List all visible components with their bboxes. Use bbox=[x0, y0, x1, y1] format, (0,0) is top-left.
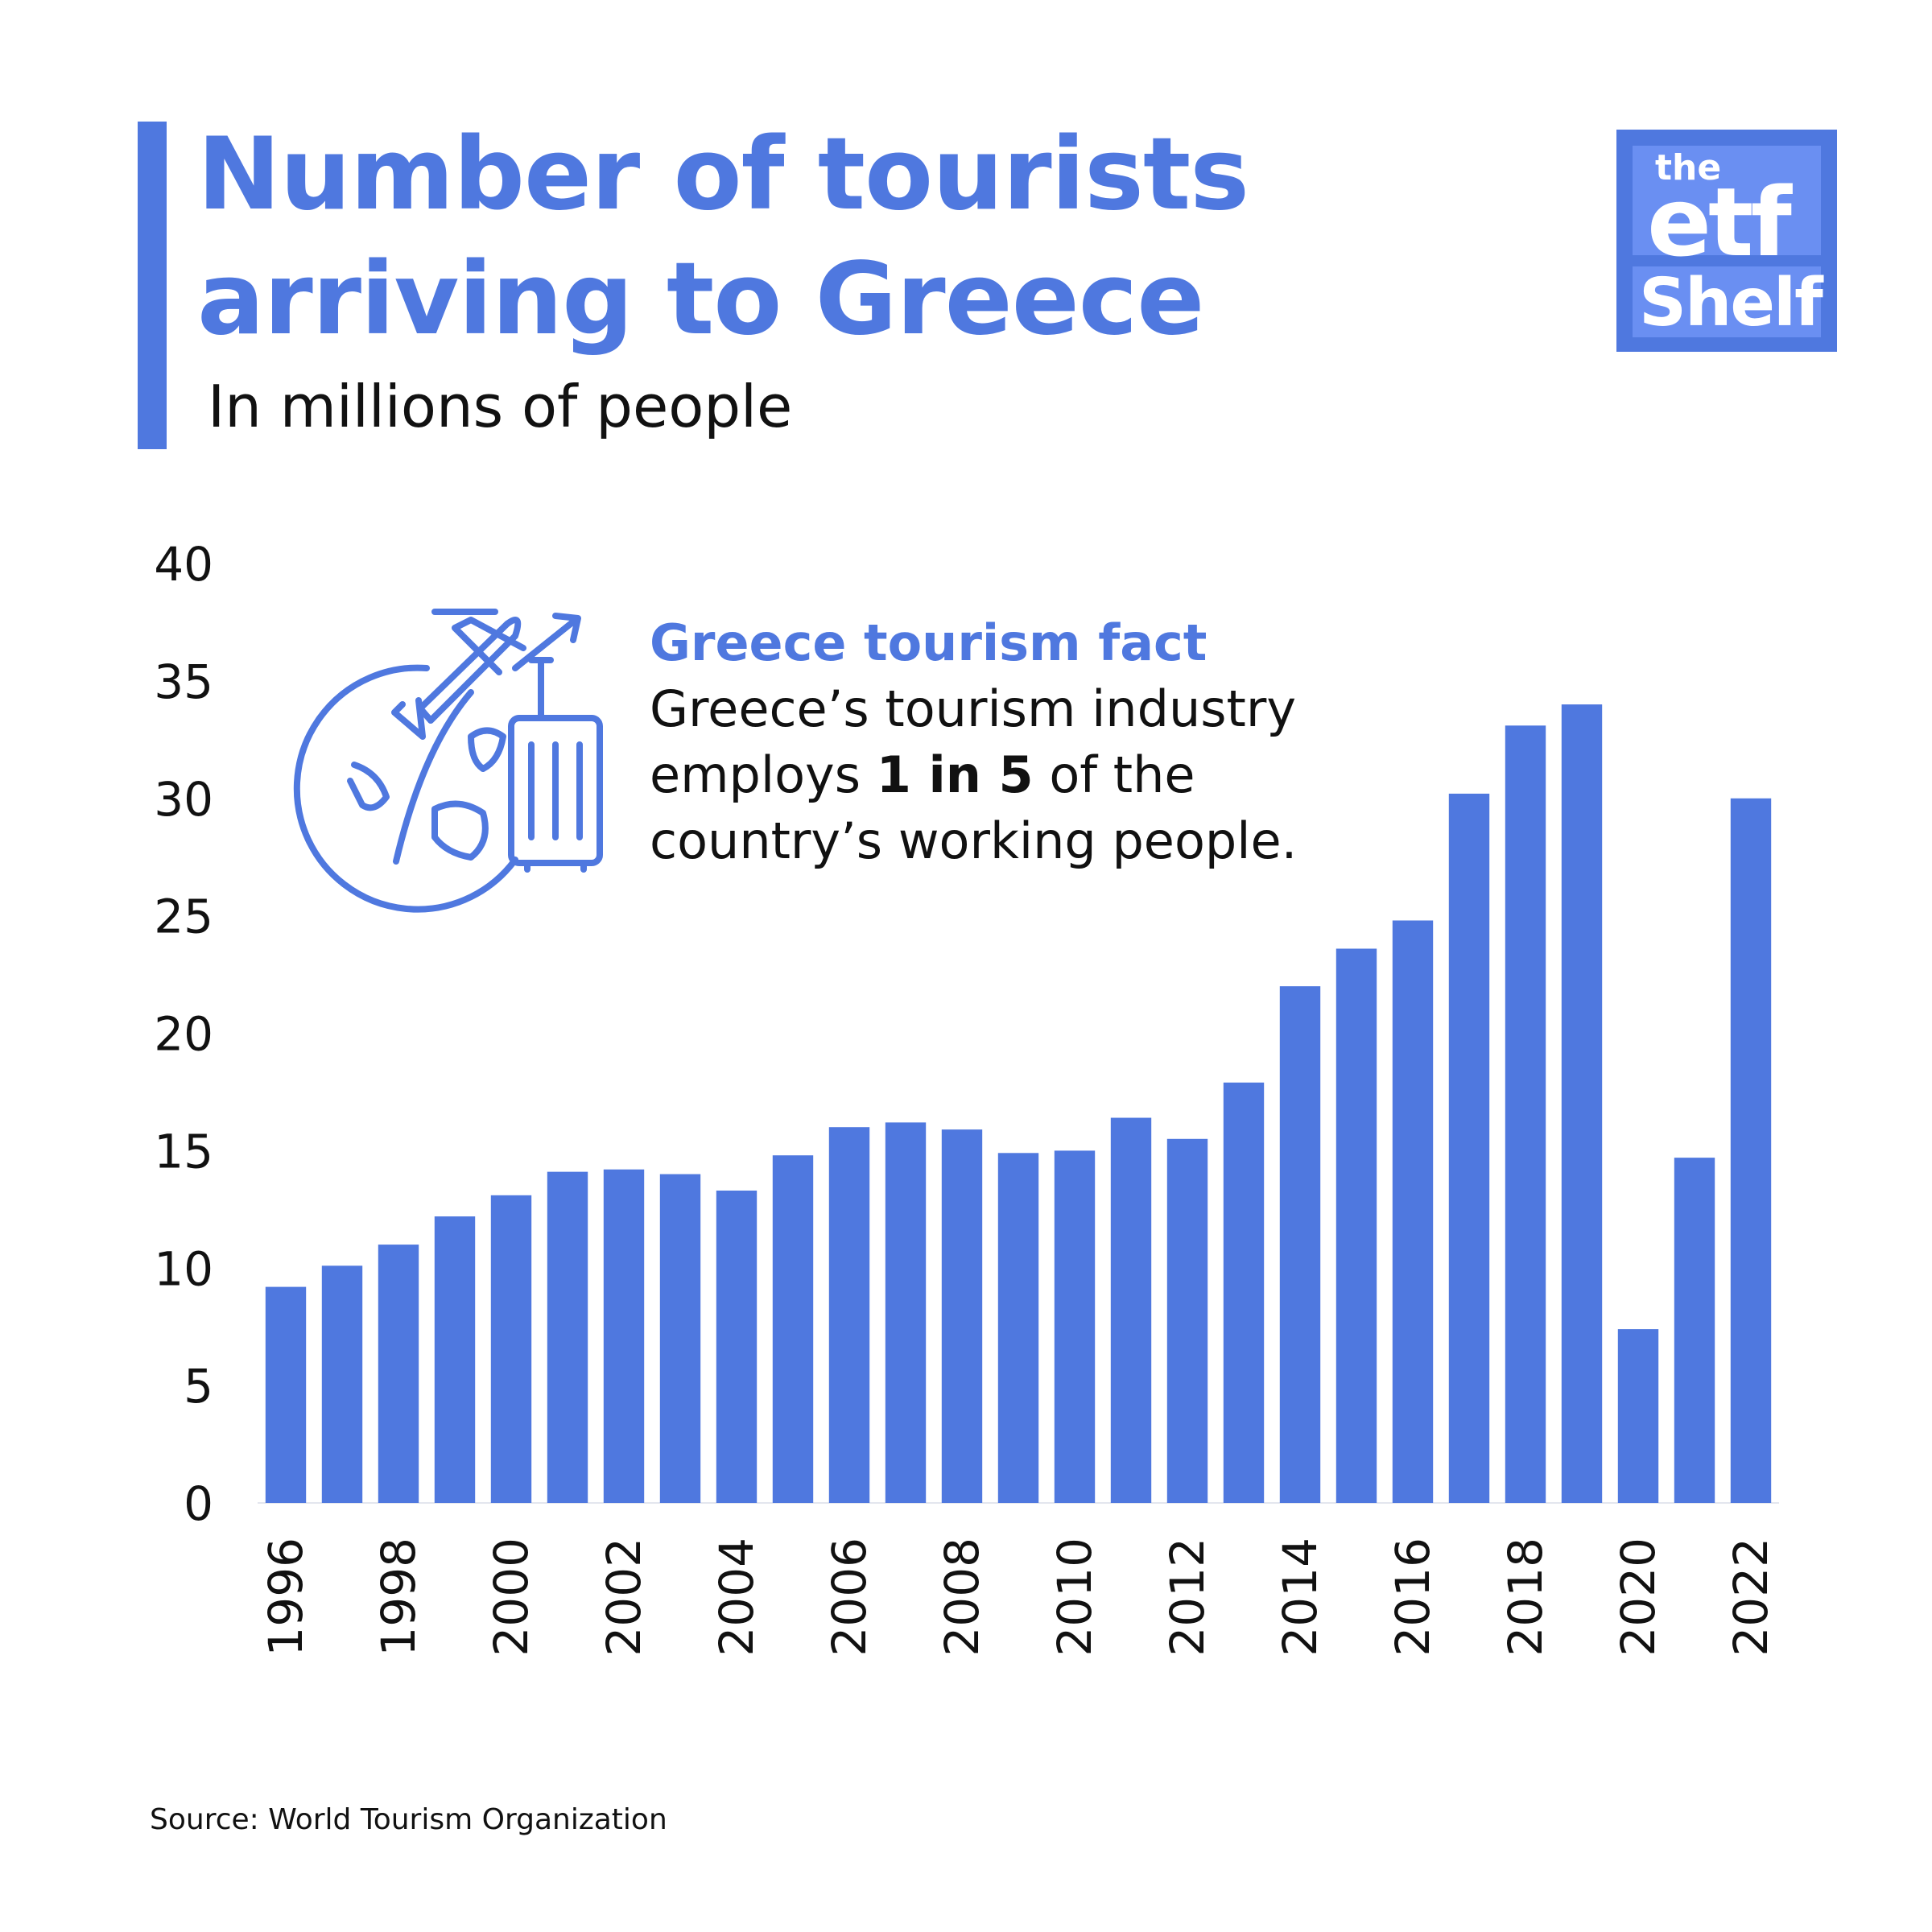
bar-2001 bbox=[547, 1171, 588, 1503]
y-tick-label: 0 bbox=[184, 1476, 213, 1531]
x-tick-label: 2014 bbox=[1273, 1538, 1327, 1657]
y-tick-label: 15 bbox=[154, 1124, 213, 1179]
fact-line-2: employs 1 in 5 of the bbox=[650, 745, 1195, 804]
bar-2009 bbox=[997, 1153, 1039, 1503]
logo-panel-bottom bbox=[1633, 266, 1821, 337]
y-tick-label: 10 bbox=[154, 1241, 213, 1296]
bar-2017 bbox=[1448, 793, 1490, 1503]
bar-2004 bbox=[716, 1190, 758, 1503]
bar-2018 bbox=[1505, 725, 1546, 1503]
globe-plane-suitcase-icon bbox=[293, 609, 603, 913]
bar-2010 bbox=[1054, 1150, 1096, 1503]
y-tick-label: 5 bbox=[184, 1359, 213, 1414]
bar-2011 bbox=[1110, 1117, 1152, 1503]
bar-2002 bbox=[603, 1169, 645, 1503]
x-tick-label: 1996 bbox=[258, 1538, 313, 1657]
bar-2016 bbox=[1392, 920, 1434, 1503]
etf-shelf-logo: the etf Shelf bbox=[1616, 130, 1837, 352]
bar-2022 bbox=[1730, 798, 1772, 1503]
y-tick-label: 30 bbox=[154, 772, 213, 827]
fact-line-2-post: of the bbox=[1034, 745, 1195, 804]
x-tick-label: 2016 bbox=[1385, 1538, 1440, 1657]
title-accent-bar bbox=[138, 122, 167, 449]
fact-heading: Greece tourism fact bbox=[650, 613, 1207, 672]
x-tick-label: 2020 bbox=[1611, 1538, 1666, 1657]
x-tick-label: 2010 bbox=[1047, 1538, 1102, 1657]
x-tick-label: 2002 bbox=[597, 1538, 651, 1657]
logo-panel-top bbox=[1633, 146, 1821, 255]
bar-2003 bbox=[659, 1174, 701, 1503]
fact-line-1: Greece’s tourism industry bbox=[650, 679, 1296, 738]
y-axis: 0 5 10 15 20 25 30 35 40 bbox=[154, 537, 213, 1531]
x-tick-label: 2012 bbox=[1160, 1538, 1215, 1657]
bar-2019 bbox=[1561, 704, 1603, 1503]
bar-series bbox=[265, 704, 1772, 1503]
bar-2013 bbox=[1223, 1082, 1265, 1503]
bar-2008 bbox=[941, 1129, 983, 1503]
x-tick-label: 1998 bbox=[371, 1538, 426, 1657]
bar-2007 bbox=[885, 1122, 927, 1503]
logo-text-the: the bbox=[1655, 147, 1722, 188]
x-tick-label: 2004 bbox=[709, 1538, 764, 1657]
chart-subtitle: In millions of people bbox=[208, 373, 793, 440]
bar-2000 bbox=[490, 1195, 532, 1503]
bar-1998 bbox=[378, 1245, 419, 1503]
fact-highlight: 1 in 5 bbox=[877, 745, 1034, 804]
fact-line-3: country’s working people. bbox=[650, 811, 1297, 870]
bar-1996 bbox=[265, 1286, 307, 1503]
x-tick-label: 2006 bbox=[822, 1538, 877, 1657]
bar-1997 bbox=[321, 1265, 363, 1503]
x-tick-label: 2008 bbox=[935, 1538, 989, 1657]
fact-line-2-pre: employs bbox=[650, 745, 877, 804]
bar-2014 bbox=[1279, 986, 1321, 1503]
y-tick-label: 25 bbox=[154, 890, 213, 944]
logo-text-etf: etf bbox=[1647, 167, 1792, 278]
x-tick-label: 2018 bbox=[1498, 1538, 1553, 1657]
source-note: Source: World Tourism Organization bbox=[150, 1803, 667, 1836]
bar-2012 bbox=[1166, 1138, 1208, 1503]
bar-1999 bbox=[434, 1216, 476, 1503]
bar-2021 bbox=[1674, 1158, 1715, 1503]
x-tick-label: 2000 bbox=[484, 1538, 539, 1657]
x-tick-label: 2022 bbox=[1724, 1538, 1778, 1657]
bar-2015 bbox=[1335, 948, 1377, 1503]
bar-2020 bbox=[1617, 1329, 1659, 1503]
y-tick-label: 40 bbox=[154, 537, 213, 592]
y-tick-label: 20 bbox=[154, 1007, 213, 1062]
bar-2005 bbox=[772, 1155, 814, 1503]
x-axis: 1996 1998 2000 2002 2004 2006 2008 2010 2012 2014… bbox=[258, 1538, 1778, 1657]
logo-text-shelf: Shelf bbox=[1639, 265, 1823, 341]
chart-title: Number of tourists arriving to Greece bbox=[197, 117, 1249, 357]
bar-2006 bbox=[828, 1127, 870, 1503]
y-tick-label: 35 bbox=[154, 654, 213, 709]
